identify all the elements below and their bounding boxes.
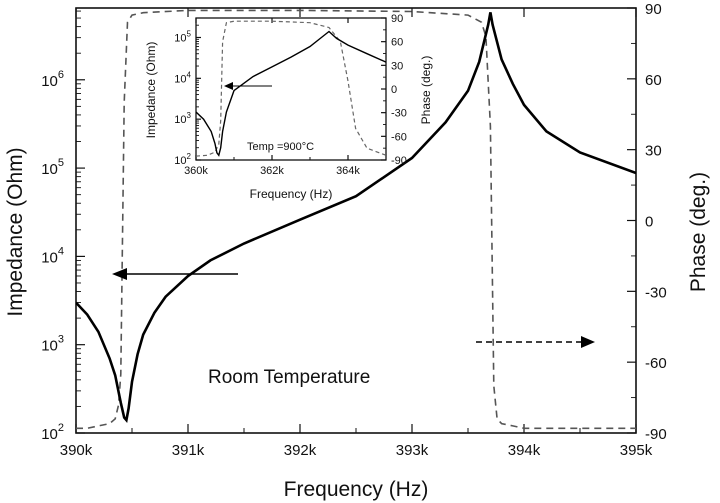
y2-tick-label: 60 bbox=[645, 72, 662, 89]
y-tick-exponent: 5 bbox=[187, 29, 192, 38]
x-tick-label: 394k bbox=[508, 442, 541, 459]
y-tick-exponent: 5 bbox=[58, 157, 64, 169]
y2-tick-label: -90 bbox=[645, 426, 667, 443]
inset-background bbox=[196, 18, 386, 160]
inset-right-axis-title: Phase (deg.) bbox=[419, 56, 433, 125]
y-tick-label: 102 bbox=[174, 152, 191, 167]
y-tick-base: 10 bbox=[174, 114, 186, 126]
y-tick-label: 104 bbox=[174, 70, 191, 85]
main-chart: 390k 391k 392k 393k 394k 395k 102103104105106… bbox=[4, 1, 710, 501]
y2-tick-label: -60 bbox=[645, 355, 667, 372]
y2-tick-label: 60 bbox=[391, 37, 403, 49]
y2-tick-label: 30 bbox=[391, 60, 403, 72]
y-tick-base: 10 bbox=[41, 161, 58, 178]
y-tick-label: 103 bbox=[174, 111, 191, 126]
inset-left-axis-title: Impedance (Ohm) bbox=[144, 42, 158, 139]
y-tick-label: 105 bbox=[174, 29, 191, 44]
y-tick-label: 104 bbox=[41, 245, 64, 266]
y-tick-base: 10 bbox=[174, 32, 186, 44]
y2-tick-label: 0 bbox=[391, 84, 397, 96]
y2-tick-label: 30 bbox=[645, 143, 662, 160]
y-tick-base: 10 bbox=[174, 73, 186, 85]
y-tick-base: 10 bbox=[174, 155, 186, 167]
main-phase-series-line bbox=[76, 9, 636, 430]
inset-x-axis-title: Frequency (Hz) bbox=[250, 187, 333, 201]
main-impedance-series-line bbox=[76, 12, 636, 424]
y-tick-exponent: 4 bbox=[58, 245, 64, 257]
y-tick-base: 10 bbox=[41, 249, 58, 266]
main-left-axis-title: Impedance (Ohm) bbox=[4, 147, 27, 316]
y-tick-exponent: 2 bbox=[58, 422, 64, 434]
inset-impedance-axis-arrow bbox=[224, 82, 272, 90]
x-tick-label: 364k bbox=[336, 165, 360, 177]
main-x-axis-ticks: 390k 391k 392k 393k 394k 395k bbox=[60, 8, 653, 459]
x-tick-label: 360k bbox=[184, 165, 208, 177]
x-tick-label: 395k bbox=[620, 442, 653, 459]
inset-x-axis-ticks: 360k 362k 364k bbox=[184, 18, 360, 177]
y-tick-exponent: 6 bbox=[58, 69, 64, 81]
y2-tick-label: -30 bbox=[391, 108, 407, 120]
y-tick-base: 10 bbox=[41, 338, 58, 355]
inset-temperature-label: Temp =900°C bbox=[247, 141, 314, 153]
y2-tick-label: 90 bbox=[391, 13, 403, 25]
y2-tick-label: -30 bbox=[645, 284, 667, 301]
y-tick-base: 10 bbox=[41, 426, 58, 443]
y-tick-label: 106 bbox=[41, 69, 64, 90]
y2-tick-label: -90 bbox=[391, 155, 407, 167]
x-tick-label: 391k bbox=[172, 442, 205, 459]
inset-phase-series-line bbox=[196, 20, 386, 157]
y-tick-label: 102 bbox=[41, 422, 64, 443]
phase-axis-arrow bbox=[476, 336, 595, 348]
y-tick-exponent: 4 bbox=[187, 70, 192, 79]
x-tick-label: 390k bbox=[60, 442, 93, 459]
y2-tick-label: 90 bbox=[645, 1, 662, 18]
main-right-axis-ticks: -90 -60 -30 0 30 60 90 bbox=[627, 1, 667, 443]
main-x-axis-title: Frequency (Hz) bbox=[284, 478, 429, 501]
inset-right-axis-ticks: -90 -60 -30 0 30 60 90 bbox=[381, 13, 407, 167]
y-tick-label: 103 bbox=[41, 334, 64, 355]
impedance-axis-arrow bbox=[112, 268, 238, 280]
y-tick-exponent: 3 bbox=[58, 334, 64, 346]
main-right-axis-title: Phase (deg.) bbox=[687, 172, 710, 292]
y-tick-exponent: 3 bbox=[187, 111, 192, 120]
y-tick-base: 10 bbox=[41, 73, 58, 90]
x-tick-label: 393k bbox=[396, 442, 429, 459]
x-tick-label: 392k bbox=[284, 442, 317, 459]
x-tick-label: 362k bbox=[260, 165, 284, 177]
y-tick-label: 105 bbox=[41, 157, 64, 178]
y-tick-exponent: 2 bbox=[187, 152, 192, 161]
main-room-temperature-label: Room Temperature bbox=[208, 367, 370, 388]
y2-tick-label: -60 bbox=[391, 131, 407, 143]
y2-tick-label: 0 bbox=[645, 214, 653, 231]
inset-impedance-series-line bbox=[196, 30, 386, 157]
